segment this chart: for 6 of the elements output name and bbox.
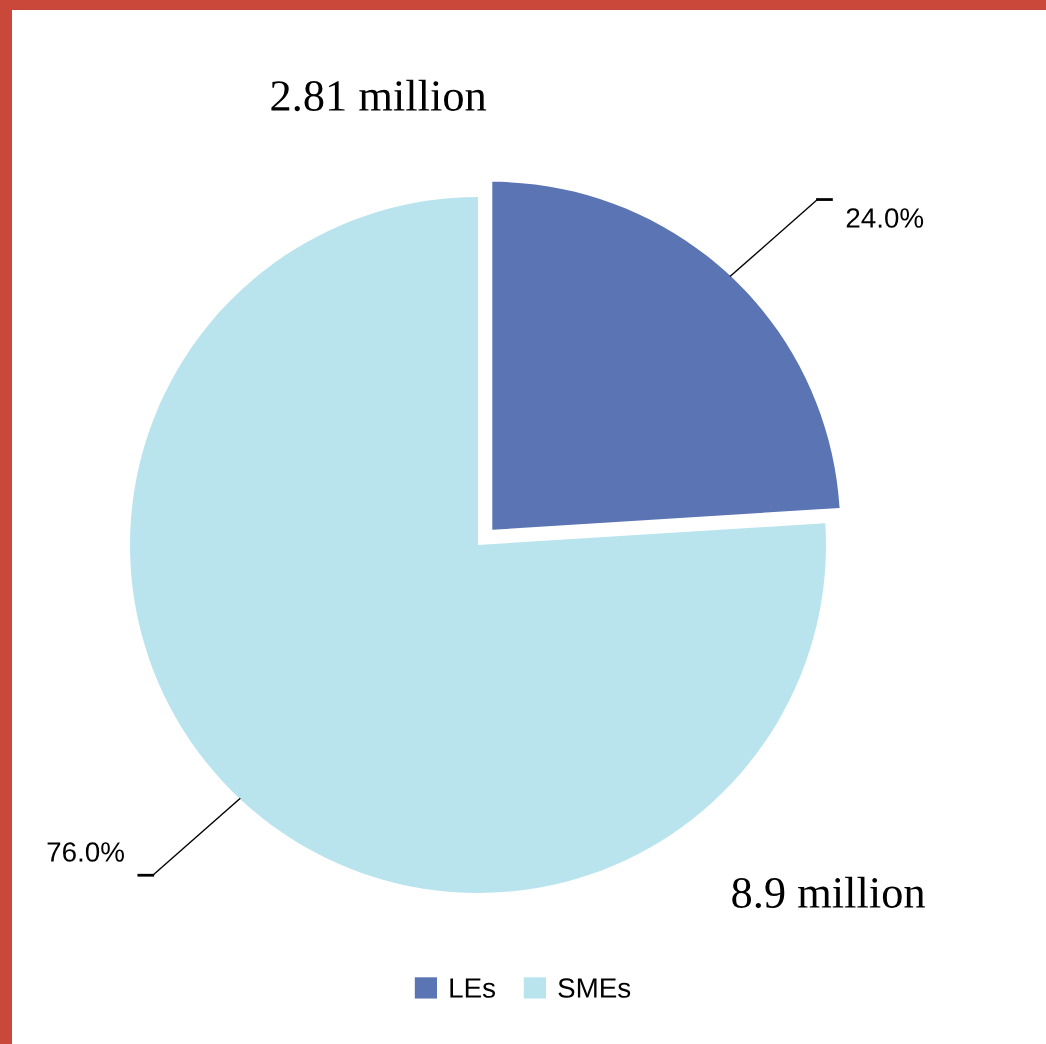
legend-label: LEs — [450, 978, 495, 998]
text: 8.9 million — [732, 876, 925, 909]
data-label: 76.0% — [47, 842, 124, 862]
legend-label: SMEs — [558, 978, 631, 998]
data-label: 24.0% — [846, 208, 924, 228]
text: 2.81 million — [271, 79, 487, 112]
